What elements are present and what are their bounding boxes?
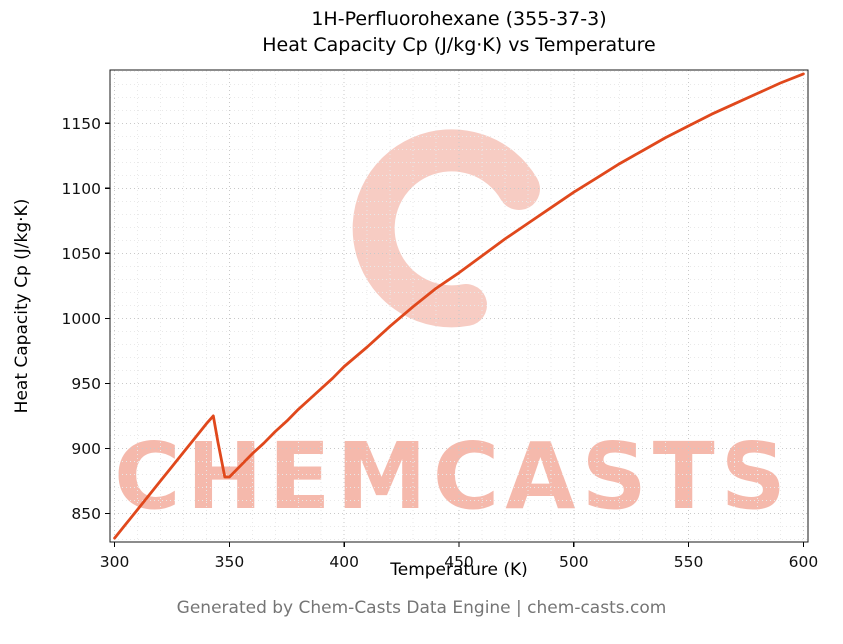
watermark-logo-icon bbox=[352, 129, 540, 328]
x-tick-label: 550 bbox=[674, 553, 704, 571]
footer-caption: Generated by Chem-Casts Data Engine | ch… bbox=[176, 598, 667, 618]
x-tick-label: 300 bbox=[100, 553, 130, 571]
cp-vs-temperature-line bbox=[113, 72, 805, 540]
y-tick-label: 950 bbox=[71, 375, 101, 393]
chart-title-line2: Heat Capacity Cp (J/kg·K) vs Temperature bbox=[262, 34, 656, 56]
y-axis-label: Heat Capacity Cp (J/kg·K) bbox=[12, 198, 32, 414]
y-tick-label: 1050 bbox=[62, 245, 101, 263]
y-tick-label: 1100 bbox=[62, 180, 101, 198]
y-tick-label: 850 bbox=[71, 505, 101, 523]
y-tick-label: 1150 bbox=[62, 115, 101, 133]
watermark-text: CHEMCASTS bbox=[114, 423, 792, 530]
x-tick-label: 450 bbox=[444, 553, 474, 571]
x-tick-label: 500 bbox=[559, 553, 589, 571]
x-tick-label: 350 bbox=[215, 553, 245, 571]
x-tick-label: 400 bbox=[329, 553, 359, 571]
y-tick-label: 900 bbox=[71, 440, 101, 458]
x-tick-label: 600 bbox=[789, 553, 819, 571]
chart-title-line1: 1H-Perfluorohexane (355-37-3) bbox=[311, 8, 607, 30]
x-axis-label: Temperature (K) bbox=[390, 560, 528, 580]
axes-spines bbox=[109, 69, 809, 543]
y-tick-label: 1000 bbox=[62, 310, 101, 328]
